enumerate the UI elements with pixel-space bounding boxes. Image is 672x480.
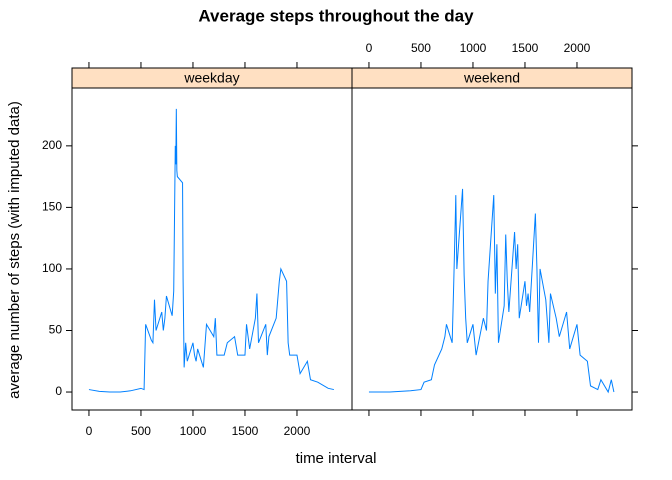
x-tick-label: 500 — [411, 41, 431, 55]
panel-frame — [351, 87, 633, 411]
y-tick-label: 200 — [42, 138, 62, 152]
chart-title: Average steps throughout the day — [198, 6, 474, 25]
x-tick-label: 500 — [131, 424, 151, 438]
y-tick-label: 0 — [55, 384, 62, 398]
y-tick-label: 50 — [49, 323, 63, 337]
x-tick-label: 2000 — [564, 41, 591, 55]
x-tick-label: 1000 — [180, 424, 207, 438]
x-tick-label: 1000 — [460, 41, 487, 55]
panel-frame — [71, 87, 353, 411]
y-tick-label: 100 — [42, 261, 62, 275]
x-tick-label: 2000 — [284, 424, 311, 438]
x-axis-label: time interval — [296, 450, 377, 467]
data-line — [88, 108, 335, 393]
data-line — [368, 188, 615, 394]
strip-label: weekday — [183, 70, 239, 86]
x-tick-label: 1500 — [232, 424, 259, 438]
y-axis-label: average number of steps (with imputed da… — [6, 101, 23, 399]
strip-label: weekend — [463, 70, 520, 86]
x-tick-label: 0 — [86, 424, 93, 438]
x-tick-label: 1500 — [512, 41, 539, 55]
y-tick-label: 150 — [42, 200, 62, 214]
x-tick-label: 0 — [366, 41, 373, 55]
